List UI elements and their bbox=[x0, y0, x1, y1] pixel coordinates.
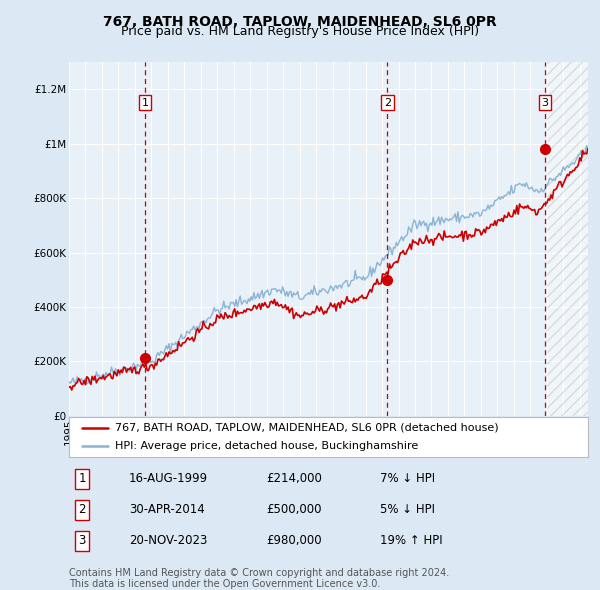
Text: 3: 3 bbox=[78, 534, 86, 548]
Text: 20-NOV-2023: 20-NOV-2023 bbox=[128, 534, 207, 548]
Text: 5% ↓ HPI: 5% ↓ HPI bbox=[380, 503, 436, 516]
Text: £500,000: £500,000 bbox=[266, 503, 322, 516]
Text: 7% ↓ HPI: 7% ↓ HPI bbox=[380, 472, 436, 486]
Text: 1: 1 bbox=[142, 98, 149, 107]
Text: 2: 2 bbox=[78, 503, 86, 516]
Text: Price paid vs. HM Land Registry's House Price Index (HPI): Price paid vs. HM Land Registry's House … bbox=[121, 25, 479, 38]
Text: Contains HM Land Registry data © Crown copyright and database right 2024.
This d: Contains HM Land Registry data © Crown c… bbox=[69, 568, 449, 589]
Text: 30-APR-2014: 30-APR-2014 bbox=[128, 503, 205, 516]
Text: HPI: Average price, detached house, Buckinghamshire: HPI: Average price, detached house, Buck… bbox=[115, 441, 418, 451]
Bar bbox=[547, 62, 588, 416]
Text: 19% ↑ HPI: 19% ↑ HPI bbox=[380, 534, 443, 548]
Text: 767, BATH ROAD, TAPLOW, MAIDENHEAD, SL6 0PR: 767, BATH ROAD, TAPLOW, MAIDENHEAD, SL6 … bbox=[103, 15, 497, 29]
Text: £980,000: £980,000 bbox=[266, 534, 322, 548]
Text: £214,000: £214,000 bbox=[266, 472, 322, 486]
Text: 2: 2 bbox=[384, 98, 391, 107]
Text: 1: 1 bbox=[78, 472, 86, 486]
Text: 16-AUG-1999: 16-AUG-1999 bbox=[128, 472, 208, 486]
Text: 3: 3 bbox=[542, 98, 548, 107]
Text: 767, BATH ROAD, TAPLOW, MAIDENHEAD, SL6 0PR (detached house): 767, BATH ROAD, TAPLOW, MAIDENHEAD, SL6 … bbox=[115, 423, 498, 433]
